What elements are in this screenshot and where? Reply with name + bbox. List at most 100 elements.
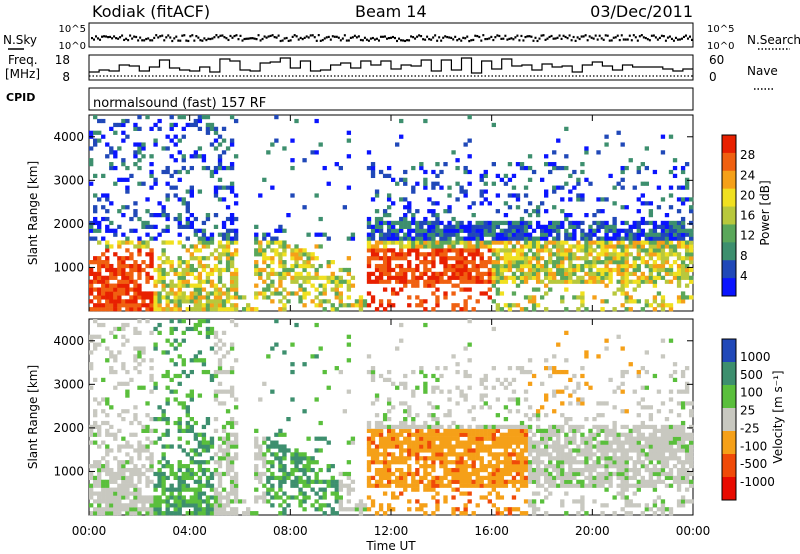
power-cell	[507, 256, 513, 261]
power-cell	[370, 248, 376, 253]
power-cell	[584, 263, 589, 269]
power-cell	[523, 185, 529, 190]
velocity-cell	[181, 483, 186, 488]
power-cell	[475, 232, 480, 237]
noise-point	[319, 39, 322, 42]
power-cell	[145, 220, 150, 226]
velocity-cell	[213, 397, 219, 402]
power-cell	[475, 244, 480, 249]
velocity-cell	[467, 342, 472, 347]
power-cell	[270, 236, 275, 241]
velocity-cell	[105, 452, 110, 457]
power-cell	[652, 240, 658, 245]
power-cell	[487, 248, 492, 253]
power-cell	[523, 307, 529, 312]
velocity-cell	[121, 362, 126, 367]
power-cell	[644, 181, 650, 186]
power-cell	[149, 275, 154, 280]
velocity-cell	[604, 503, 609, 508]
power-cell	[254, 271, 259, 277]
power-cell	[225, 263, 231, 269]
velocity-cell	[435, 428, 440, 433]
power-cell	[584, 244, 589, 249]
power-cell	[624, 256, 629, 261]
freq-trace	[89, 57, 693, 77]
velocity-cell	[544, 436, 549, 441]
velocity-cell	[173, 487, 178, 492]
power-cell	[153, 295, 158, 300]
noise-point	[299, 36, 302, 40]
power-cell	[407, 303, 412, 308]
power-cell	[229, 287, 235, 292]
power-cell	[290, 291, 295, 296]
power-cell	[395, 256, 400, 261]
power-cell	[455, 271, 460, 277]
velocity-cell	[479, 444, 484, 449]
velocity-cell	[548, 373, 553, 379]
noise-point	[446, 35, 449, 39]
power-cell	[113, 295, 118, 300]
power-cell	[672, 165, 678, 171]
power-cell	[487, 279, 492, 284]
noise-point	[644, 36, 647, 40]
power-cell	[121, 263, 126, 269]
power-cell	[463, 236, 468, 241]
velocity-cell	[419, 507, 424, 512]
power-cell	[680, 271, 686, 277]
power-cell	[137, 275, 142, 280]
power-cell	[463, 275, 468, 280]
power-cell	[161, 252, 166, 257]
velocity-cell	[386, 417, 392, 422]
velocity-cell	[395, 479, 400, 484]
noise-point	[662, 35, 665, 38]
power-cell	[105, 260, 110, 265]
velocity-cell	[298, 460, 303, 465]
power-cell	[479, 220, 484, 226]
velocity-cell	[161, 479, 166, 484]
velocity-cell	[515, 432, 521, 437]
velocity-cell	[113, 432, 118, 437]
power-cell	[423, 307, 428, 312]
velocity-cell	[495, 471, 501, 477]
power-cell	[374, 267, 380, 273]
power-cell	[475, 220, 480, 226]
power-cell	[193, 267, 199, 273]
power-cell	[290, 267, 295, 273]
power-cell	[459, 275, 464, 280]
power-cell	[113, 130, 118, 135]
velocity-cell	[399, 475, 404, 481]
power-cell	[596, 240, 601, 245]
velocity-cell	[592, 499, 597, 504]
power-cell	[560, 275, 565, 280]
velocity-cell	[322, 479, 327, 484]
power-cell	[688, 267, 694, 273]
power-cell	[298, 287, 303, 292]
velocity-cell	[548, 475, 553, 481]
velocity-cell	[592, 467, 597, 473]
power-cell	[531, 256, 537, 261]
velocity-cell	[411, 417, 416, 422]
velocity-cell	[544, 444, 549, 449]
velocity-cell	[608, 475, 613, 481]
power-cell	[519, 256, 525, 261]
power-cell	[370, 165, 376, 171]
power-cell	[370, 299, 376, 304]
power-cell	[233, 240, 239, 245]
noise-point	[640, 34, 643, 37]
velocity-cell	[552, 409, 557, 414]
power-cell	[165, 213, 170, 218]
velocity-cell	[632, 475, 637, 481]
velocity-cell	[157, 417, 162, 422]
velocity-cell	[93, 397, 98, 402]
power-cell	[407, 205, 412, 210]
velocity-cell	[165, 350, 170, 355]
velocity-cell	[209, 507, 215, 512]
velocity-cell	[415, 436, 420, 441]
velocity-cell	[632, 444, 637, 449]
power-cell	[527, 256, 533, 261]
power-cell	[491, 240, 496, 245]
velocity-cell	[125, 444, 130, 449]
velocity-cell	[310, 456, 315, 461]
velocity-cell	[527, 475, 533, 481]
velocity-cell	[479, 436, 484, 441]
